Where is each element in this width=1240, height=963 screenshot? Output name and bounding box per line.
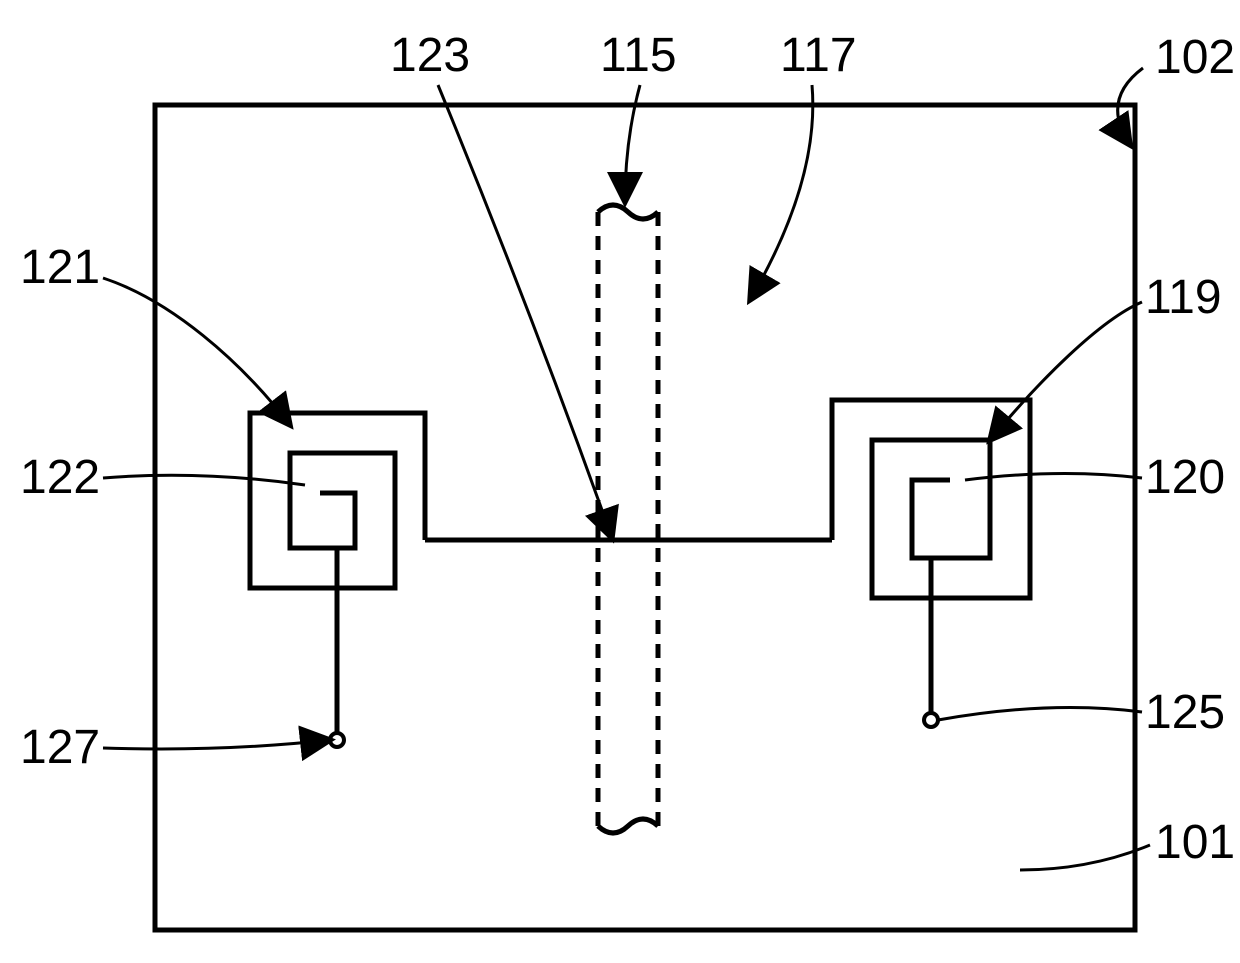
label-121: 121: [20, 240, 100, 295]
leader-125: [938, 708, 1142, 721]
label-101: 101: [1155, 815, 1235, 870]
leader-119: [990, 302, 1142, 440]
label-119: 119: [1145, 270, 1222, 325]
leader-122: [103, 475, 305, 485]
label-122: 122: [20, 450, 100, 505]
diagram-svg: [0, 0, 1240, 963]
leader-123: [438, 85, 612, 538]
center-strip: [598, 205, 658, 833]
leader-117: [750, 85, 813, 300]
label-123: 123: [390, 28, 470, 83]
right-coil: [832, 400, 1030, 727]
diagram-container: 102 101 123 115 117 121 119 122 120 127 …: [0, 0, 1240, 963]
left-coil: [250, 413, 425, 747]
leader-101: [1020, 845, 1150, 870]
leader-121: [103, 278, 290, 425]
label-127: 127: [20, 720, 100, 775]
label-120: 120: [1145, 450, 1225, 505]
leader-127: [103, 740, 330, 749]
label-125: 125: [1145, 685, 1225, 740]
label-102: 102: [1155, 30, 1235, 85]
label-117: 117: [780, 28, 857, 83]
label-115: 115: [600, 28, 677, 83]
